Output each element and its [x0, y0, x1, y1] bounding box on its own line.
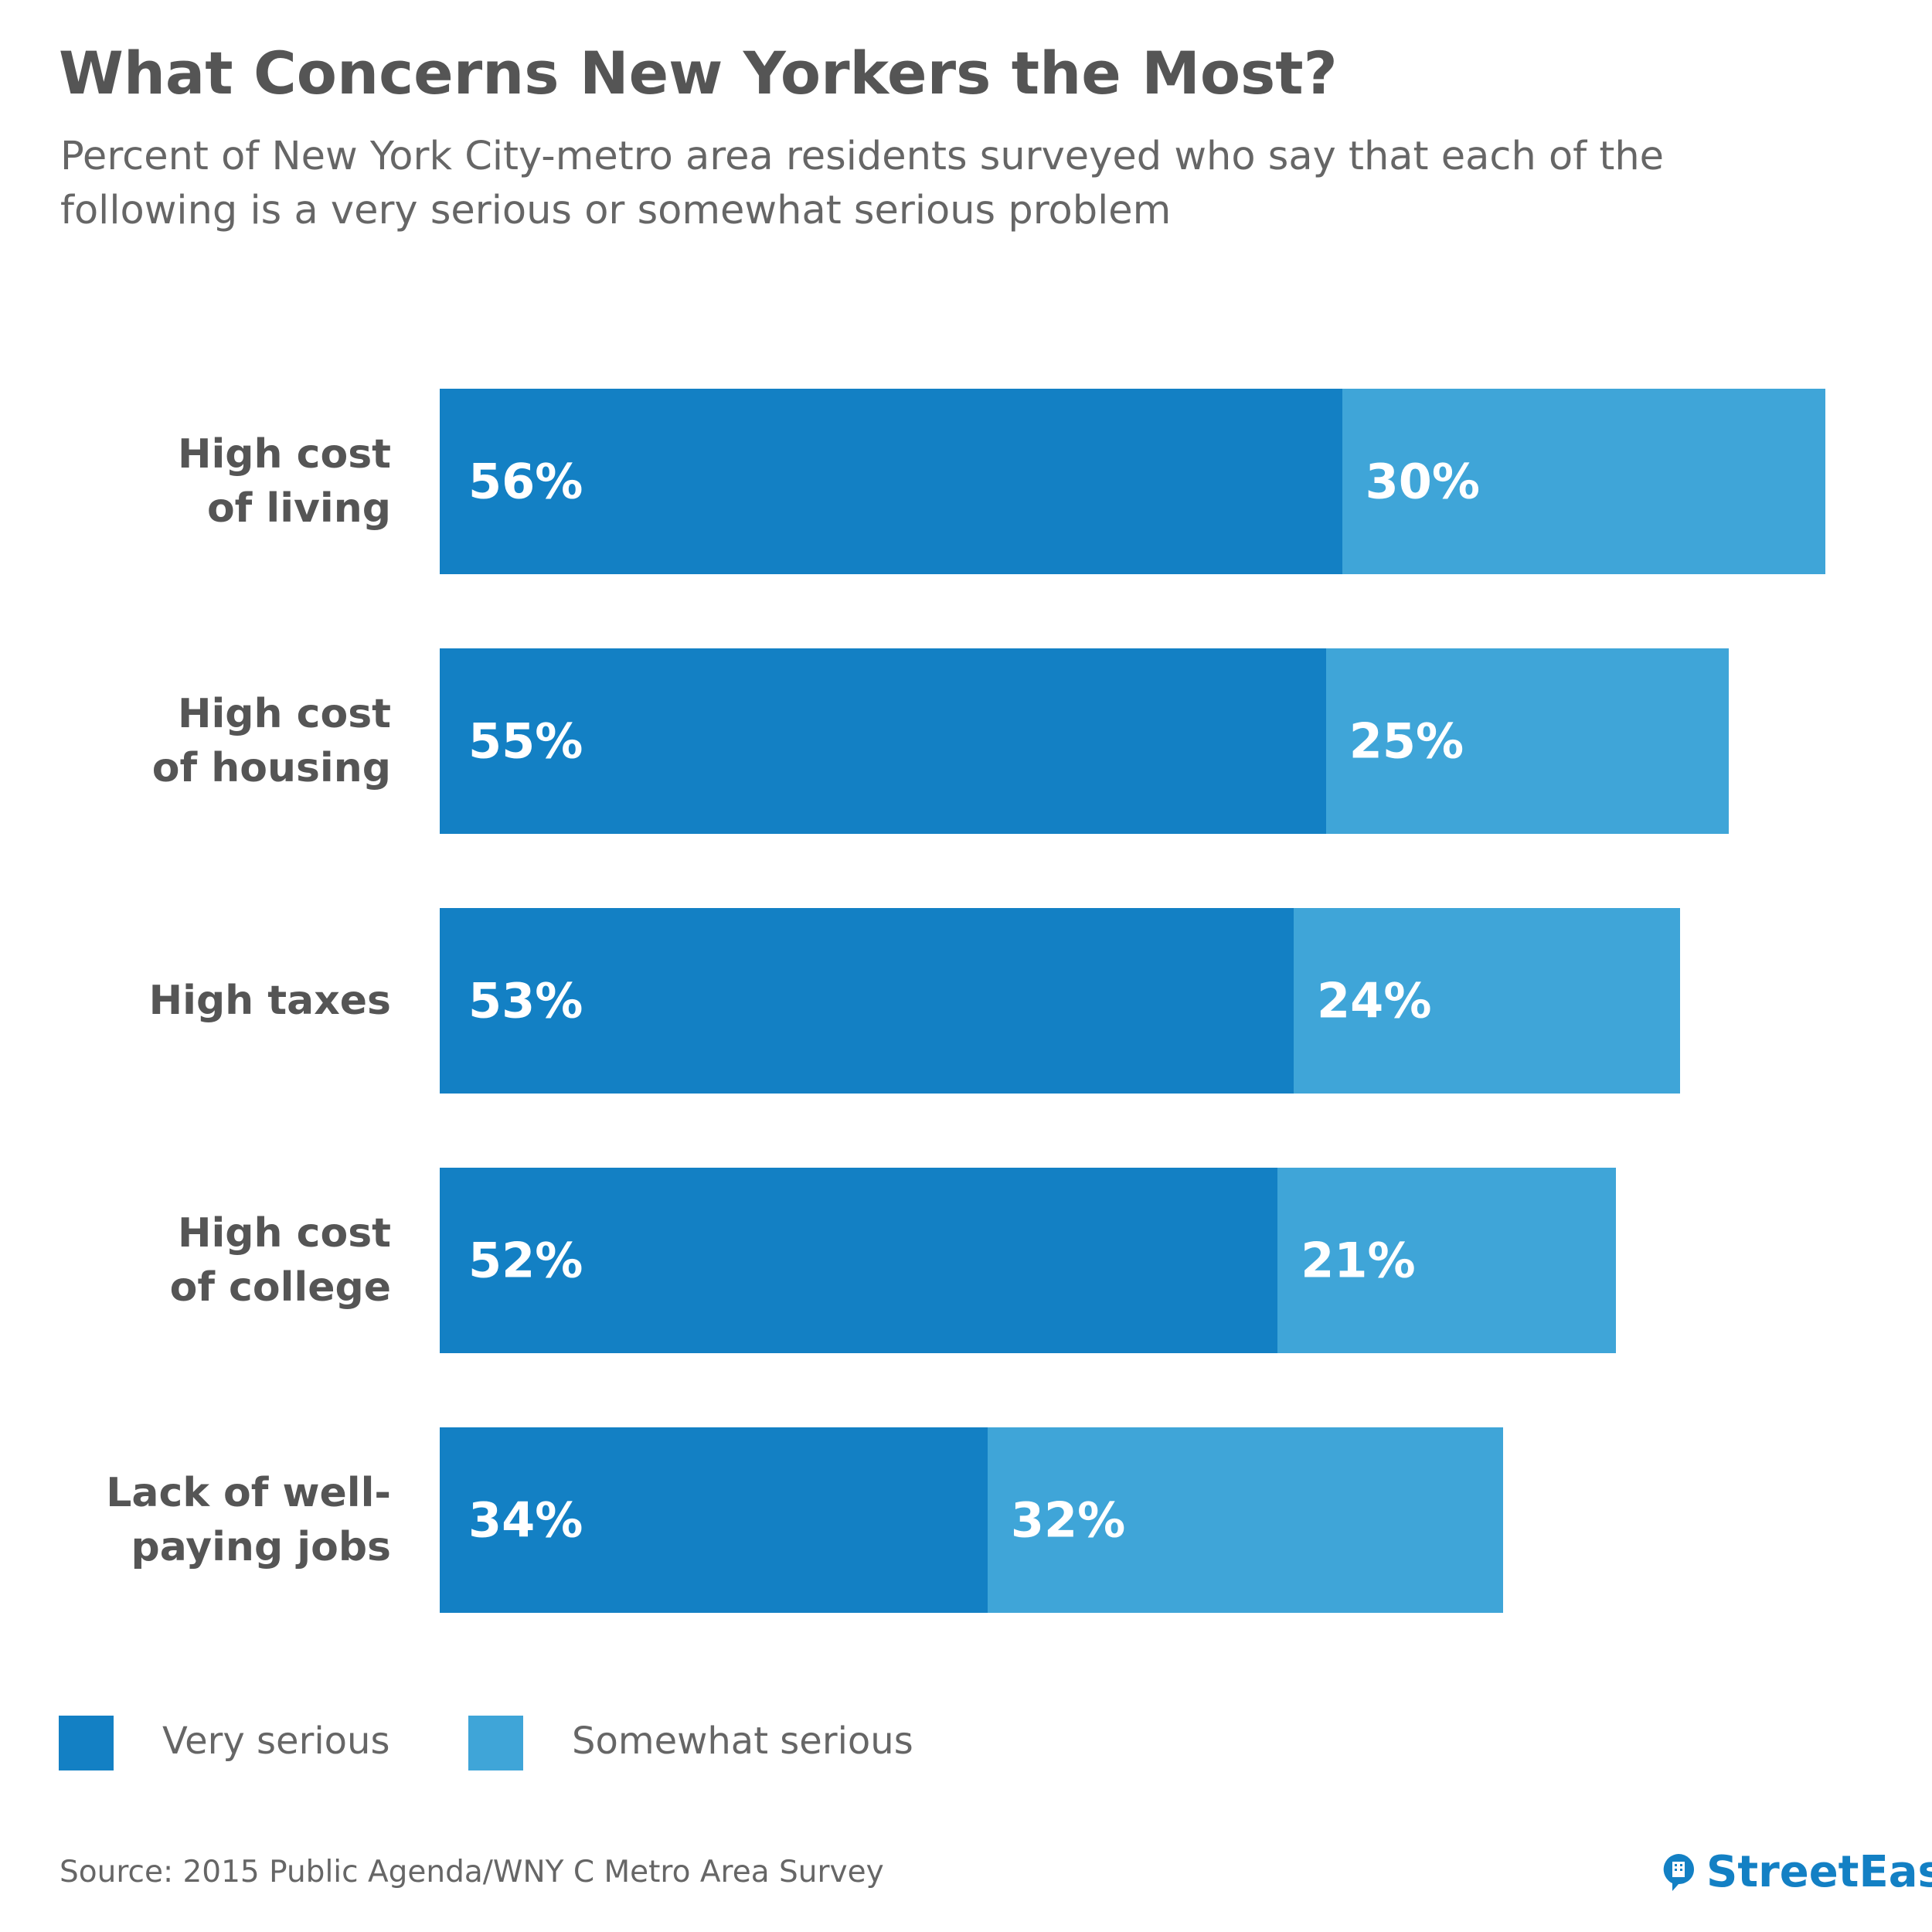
data-label: 32%	[1010, 1492, 1126, 1549]
bar-segment	[440, 1427, 988, 1613]
y-tick-label: High cost of living	[177, 431, 391, 532]
data-label: 21%	[1301, 1232, 1416, 1289]
bar-segment	[1294, 908, 1681, 1094]
data-label: 34%	[468, 1492, 583, 1549]
logo-text: StreetEasy	[1706, 1847, 1932, 1897]
logo-icon	[1663, 1853, 1694, 1891]
bar-segment	[440, 389, 1342, 574]
bar-segment	[440, 648, 1326, 834]
legend-swatch	[468, 1716, 523, 1770]
legend-label: Somewhat serious	[572, 1719, 913, 1763]
bar-segment	[987, 1427, 1504, 1613]
data-label: 30%	[1365, 453, 1480, 510]
legend-label: Very serious	[162, 1719, 390, 1763]
logo: StreetEasy	[1662, 1847, 1932, 1897]
y-tick-label: High cost of housing	[151, 691, 391, 791]
data-label: 24%	[1317, 972, 1432, 1029]
bar-segment	[1342, 389, 1826, 574]
data-label: 25%	[1349, 713, 1464, 770]
data-label: 55%	[468, 713, 583, 770]
source: Source: 2015 Public Agenda/WNY C Metro A…	[60, 1855, 884, 1889]
chart-title: What Concerns New Yorkers the Most?	[59, 39, 1338, 107]
bar-segment	[1325, 648, 1729, 834]
y-tick-label: High cost of college	[169, 1210, 391, 1311]
data-label: 53%	[468, 972, 583, 1029]
legend-swatch	[59, 1716, 114, 1770]
y-tick-label: High taxes	[148, 978, 391, 1024]
chart-subtitle: Percent of New York City-metro area resi…	[60, 134, 1665, 233]
data-label: 52%	[468, 1232, 583, 1289]
data-label: 56%	[468, 453, 583, 510]
bar-segment	[440, 908, 1294, 1094]
y-tick-label: Lack of well- paying jobs	[106, 1470, 391, 1570]
bar-segment	[440, 1168, 1278, 1353]
bar-segment	[1277, 1168, 1617, 1353]
